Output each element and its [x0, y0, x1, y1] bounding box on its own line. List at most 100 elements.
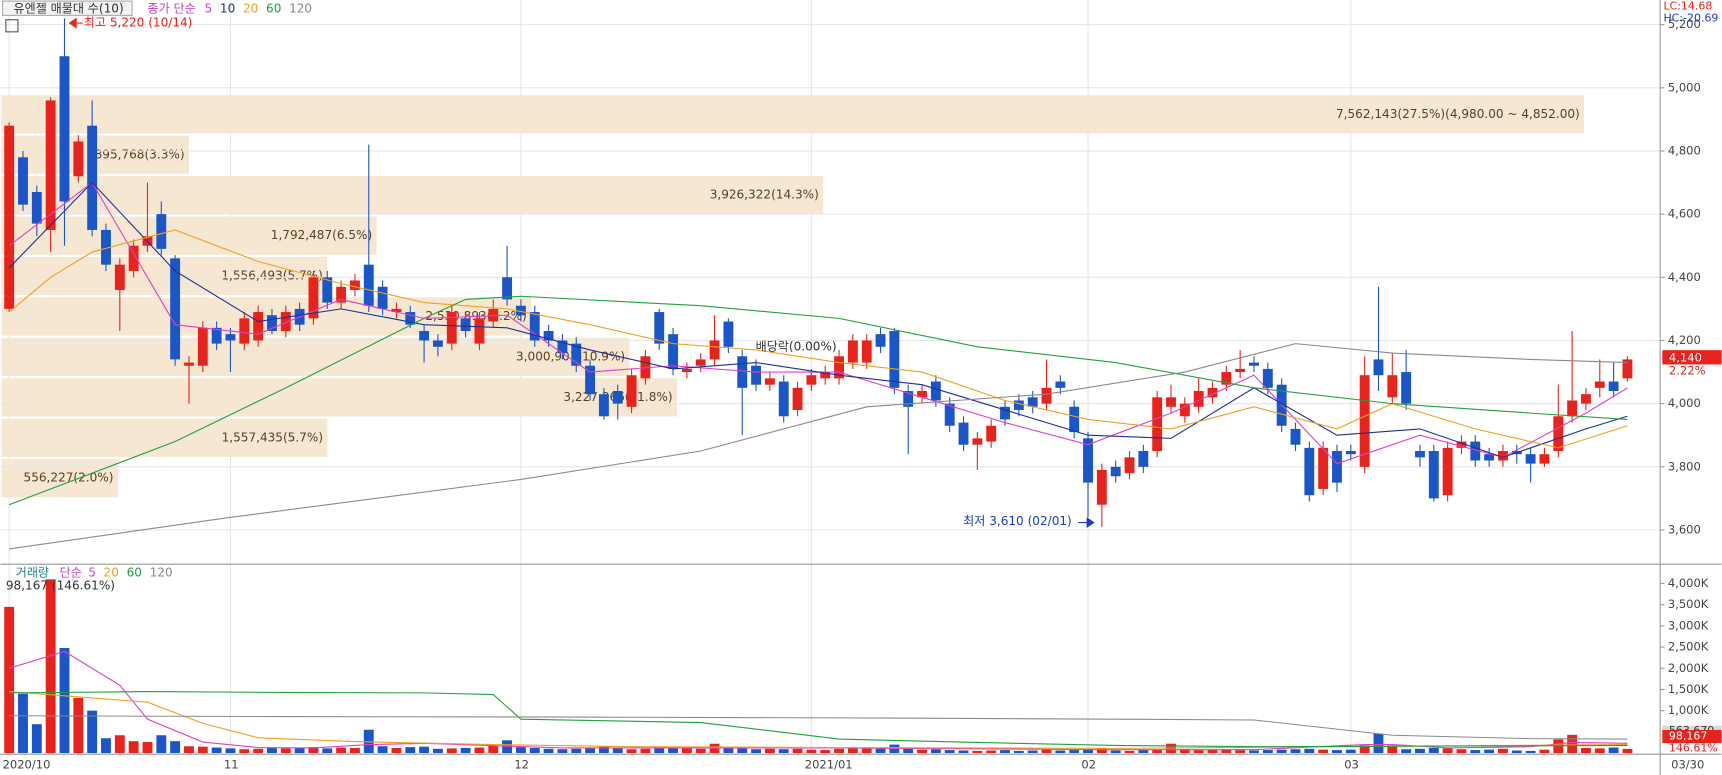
profile-bar [1, 418, 328, 457]
volume-tag [1662, 729, 1722, 744]
volume-bar [1027, 750, 1038, 754]
candle-body [1456, 441, 1467, 448]
candle-body [239, 318, 250, 344]
candle-body [1249, 362, 1259, 366]
volume-bar [1456, 749, 1467, 754]
y-tick-label: 5,000 [1668, 80, 1701, 94]
volume-bar [1138, 750, 1149, 754]
x-tick-label: 2021/01 [805, 758, 853, 772]
volume-bar [1594, 748, 1605, 754]
profile-label: 556,227(2.0%) [24, 471, 114, 485]
candle-body [529, 312, 540, 341]
volume-bar [723, 747, 734, 754]
volume-bar [903, 748, 914, 754]
annotation: 배당락(0.00%) [756, 339, 837, 353]
volume-bar [322, 748, 333, 754]
volume-bar [405, 747, 416, 754]
candle-body [1069, 406, 1080, 433]
candle-body [1498, 451, 1508, 461]
candle-body [1373, 359, 1384, 376]
candle-body [101, 229, 111, 265]
volume-bar [45, 579, 56, 754]
candle-body [211, 327, 222, 344]
candle-body [1428, 451, 1439, 499]
volume-bar [847, 747, 858, 754]
candle-body [128, 245, 139, 271]
y-tick-label: 5,200 [1668, 17, 1701, 31]
candle-body [792, 387, 803, 410]
volume-bar [101, 738, 111, 754]
volume-bar [308, 747, 319, 754]
y-tick-label: 3,600 [1668, 522, 1701, 536]
volume-bar [432, 748, 443, 754]
ma-line [8, 295, 1628, 506]
candle-body [1055, 381, 1066, 388]
candle-body [267, 315, 277, 331]
candle-body [515, 305, 526, 316]
candle-body [1041, 387, 1052, 404]
candle-body [1027, 397, 1038, 407]
profile-label: 3,926,322(14.3%) [710, 188, 819, 202]
volume-bar [529, 747, 540, 754]
volume-bar [654, 747, 665, 754]
candle-body [1124, 457, 1135, 474]
profile-bar [1, 176, 824, 215]
candle-body [861, 340, 872, 363]
volume-bar [820, 750, 831, 754]
ma-line [9, 691, 1628, 748]
price-tag-label: 4,140 [1669, 350, 1702, 364]
candle-body [1207, 387, 1218, 398]
volume-bar [681, 748, 692, 754]
icon[interactable] [5, 19, 19, 33]
legend-entry: 20 [243, 1, 258, 15]
y-tick-label: 1,000K [1668, 703, 1709, 717]
volume-bar [488, 745, 499, 754]
candle-body [156, 214, 167, 249]
candle-body [1138, 451, 1149, 467]
volume-bar [1207, 749, 1218, 754]
title-box [2, 0, 133, 16]
candle-body [197, 327, 208, 366]
legend-label: 종가 단순 [147, 1, 195, 15]
y-tick-label: 3,000K [1668, 618, 1709, 632]
candle-body [1221, 372, 1232, 385]
y-tick-label: 4,200 [1668, 333, 1701, 347]
volume-bar [1539, 749, 1550, 754]
profile-label: 1,556,493(5.7%) [221, 269, 322, 283]
candle-body [543, 330, 554, 341]
candle-body [1166, 397, 1176, 407]
volume-bar [460, 747, 471, 754]
candle-body [1622, 359, 1633, 379]
y-tick-label: 1,500K [1668, 682, 1709, 696]
candle-body [419, 330, 430, 341]
volume-bar [958, 750, 969, 754]
candle-body [1152, 397, 1163, 452]
candle-body [114, 264, 125, 290]
hc-label: HC:-20.69 [1663, 12, 1718, 25]
volume-bar [626, 749, 637, 754]
candle-body [1567, 400, 1578, 417]
x-tick-label: 11 [224, 758, 239, 772]
volume-bar [1484, 749, 1495, 754]
volume-bar [1401, 749, 1412, 754]
y-tick-label: 4,800 [1668, 143, 1701, 157]
candle-body [45, 100, 56, 230]
volume-bar [31, 724, 42, 754]
legend-entry: 120 [289, 1, 312, 15]
volume-bar [1387, 745, 1398, 754]
legend-entry: 20 [104, 566, 119, 580]
candle-body [1096, 469, 1107, 505]
ma-line [8, 229, 1628, 449]
volume-bar [834, 748, 844, 754]
volume-bar [474, 747, 485, 754]
candle-body [1000, 406, 1010, 420]
volume-bar [1332, 750, 1342, 754]
candle-body [1235, 368, 1246, 373]
candle-body [350, 280, 360, 290]
volume-bar [1124, 750, 1135, 754]
volume-bar [1470, 750, 1481, 754]
candle-body [695, 359, 706, 366]
volume-bar [778, 749, 789, 754]
volume-bar [806, 749, 817, 754]
candle-body [737, 356, 748, 388]
